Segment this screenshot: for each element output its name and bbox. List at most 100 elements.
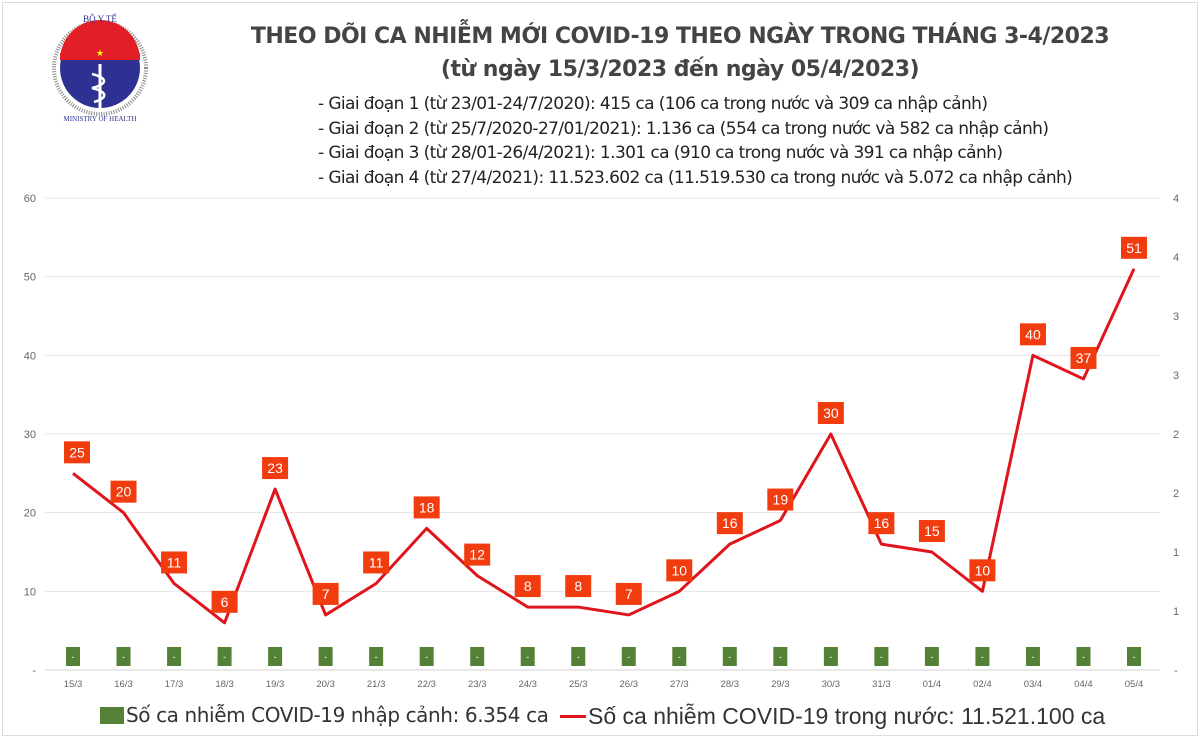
bar-data-label-box: [116, 647, 131, 666]
bar-data-label: -: [779, 652, 782, 662]
right-axis-tick: 3: [1173, 311, 1179, 323]
phase-note: - Giai đoạn 3 (từ 28/01-26/4/2021): 1.30…: [318, 143, 1003, 163]
domestic-cases-line: [72, 268, 1136, 625]
line-data-label: 30: [823, 405, 839, 421]
line-data-label: 16: [874, 515, 890, 531]
ministry-of-health-logo: ★ BỘ Y TẾ MINISTRY OF HEALTH: [52, 14, 148, 123]
bar-data-label-box: [167, 647, 182, 666]
line-data-label: 8: [524, 578, 532, 594]
line-data-label-box: [1121, 236, 1147, 259]
x-axis-tick: 21/3: [367, 679, 386, 690]
x-axis-tick: 18/3: [215, 679, 234, 690]
bar-data-label-box: [924, 647, 939, 666]
right-axis-tick: 2: [1173, 429, 1179, 441]
bar-data-label: -: [1133, 652, 1136, 662]
line-data-label: 8: [574, 578, 582, 594]
x-axis-tick: 02/4: [973, 679, 992, 690]
line-data-label: 23: [267, 460, 283, 476]
logo-text-bottom: MINISTRY OF HEALTH: [64, 115, 137, 123]
bar-data-label-box: [318, 647, 333, 666]
phase-note: - Giai đoạn 1 (từ 23/01-24/7/2020): 415 …: [318, 94, 988, 114]
bar-data-label-box: [470, 647, 485, 666]
line-data-label-box: [161, 551, 188, 574]
right-axis-tick: 2: [1173, 488, 1179, 500]
bar-data-label: -: [678, 652, 681, 662]
x-axis-tick: 29/3: [771, 679, 790, 690]
bar-data-label-box: [975, 647, 990, 666]
x-axis-tick: 28/3: [721, 679, 740, 690]
legend-label: Số ca nhiễm COVID-19 nhập cảnh: 6.354 ca: [126, 703, 549, 727]
bar-data-label-box: [571, 647, 586, 666]
bar-data-label: -: [728, 652, 731, 662]
bar-data-label: -: [173, 652, 176, 662]
line-data-label: 25: [69, 444, 85, 460]
right-axis-tick: 4: [1173, 252, 1179, 264]
x-axis-tick: 26/3: [620, 679, 639, 690]
left-axis-tick: -: [32, 665, 36, 677]
left-axis-tick: 40: [24, 350, 36, 362]
x-axis-tick: 27/3: [670, 679, 689, 690]
line-data-label: 11: [369, 554, 384, 570]
bar-data-label-box: [268, 647, 283, 666]
right-axis-tick: -: [1174, 665, 1178, 677]
x-axis-tick: 30/3: [822, 679, 841, 690]
line-data-label-box: [666, 559, 693, 582]
line-data-label: 10: [671, 562, 687, 578]
bar-data-label-box: [66, 647, 80, 666]
x-axis-tick: 17/3: [165, 679, 184, 690]
right-axis-tick: 1: [1173, 547, 1179, 559]
line-data-label-box: [363, 551, 390, 574]
bar-data-label: -: [324, 652, 327, 662]
bar-data-label: -: [526, 652, 529, 662]
bar-data-label: -: [981, 652, 984, 662]
line-data-label-box: [716, 512, 743, 535]
bar-data-label-box: [520, 647, 535, 666]
phase-notes: - Giai đoạn 1 (từ 23/01-24/7/2020): 415 …: [318, 92, 1073, 190]
line-data-label-box: [312, 582, 339, 605]
line-data-label: 37: [1076, 350, 1092, 366]
bar-data-label: -: [72, 652, 75, 662]
bar-data-label: -: [274, 652, 277, 662]
line-data-label-box: [615, 582, 642, 605]
legend-swatch-bar: [100, 706, 124, 724]
right-axis-tick: 4: [1173, 193, 1179, 205]
line-data-label-box: [413, 496, 440, 519]
line-data-label-box: [817, 402, 844, 424]
line-data-label-box: [767, 488, 794, 511]
right-axis-tick: 3: [1173, 370, 1179, 382]
bar-data-label: -: [1031, 652, 1034, 662]
chart-subtitle: (từ ngày 15/3/2023 đến ngày 05/4/2023): [440, 57, 920, 82]
bar-data-label-box: [621, 647, 636, 666]
left-axis-tick: 60: [24, 193, 36, 205]
bar-data-label-box: [874, 647, 889, 666]
x-axis-tick: 19/3: [266, 679, 285, 690]
bar-data-label-box: [369, 647, 384, 666]
x-axis-tick: 05/4: [1125, 679, 1144, 690]
svg-text:★: ★: [96, 48, 104, 58]
phase-note: - Giai đoạn 2 (từ 25/7/2020-27/01/2021):…: [318, 118, 1049, 139]
left-axis-tick: 20: [24, 508, 36, 520]
x-axis-tick: 16/3: [114, 679, 133, 690]
x-axis-tick: 24/3: [518, 679, 537, 690]
phase-note: - Giai đoạn 4 (từ 27/4/2021): 11.523.602…: [318, 167, 1073, 188]
x-axis-tick: 04/4: [1074, 679, 1093, 690]
bar-data-label-box: [823, 647, 838, 666]
legend-swatch-line: [560, 715, 586, 718]
line-data-label: 19: [773, 492, 789, 508]
left-axis-tick: 50: [24, 272, 36, 284]
x-axis-tick: 15/3: [64, 679, 83, 690]
x-axis-tick: 23/3: [468, 679, 487, 690]
bar-data-label: -: [476, 652, 479, 662]
chart-title: THEO DÕI CA NHIỄM MỚI COVID-19 THEO NGÀY…: [250, 24, 1110, 49]
line-data-label: 18: [419, 499, 435, 515]
bar-data-label: -: [829, 652, 832, 662]
x-axis-tick: 31/3: [872, 679, 891, 690]
x-axis-tick: 20/3: [316, 679, 335, 690]
bar-data-label: -: [1082, 652, 1085, 662]
line-data-label-box: [110, 480, 137, 503]
bar-data-label: -: [425, 652, 428, 662]
line-data-label-box: [565, 575, 592, 598]
bar-data-label-box: [419, 647, 434, 666]
